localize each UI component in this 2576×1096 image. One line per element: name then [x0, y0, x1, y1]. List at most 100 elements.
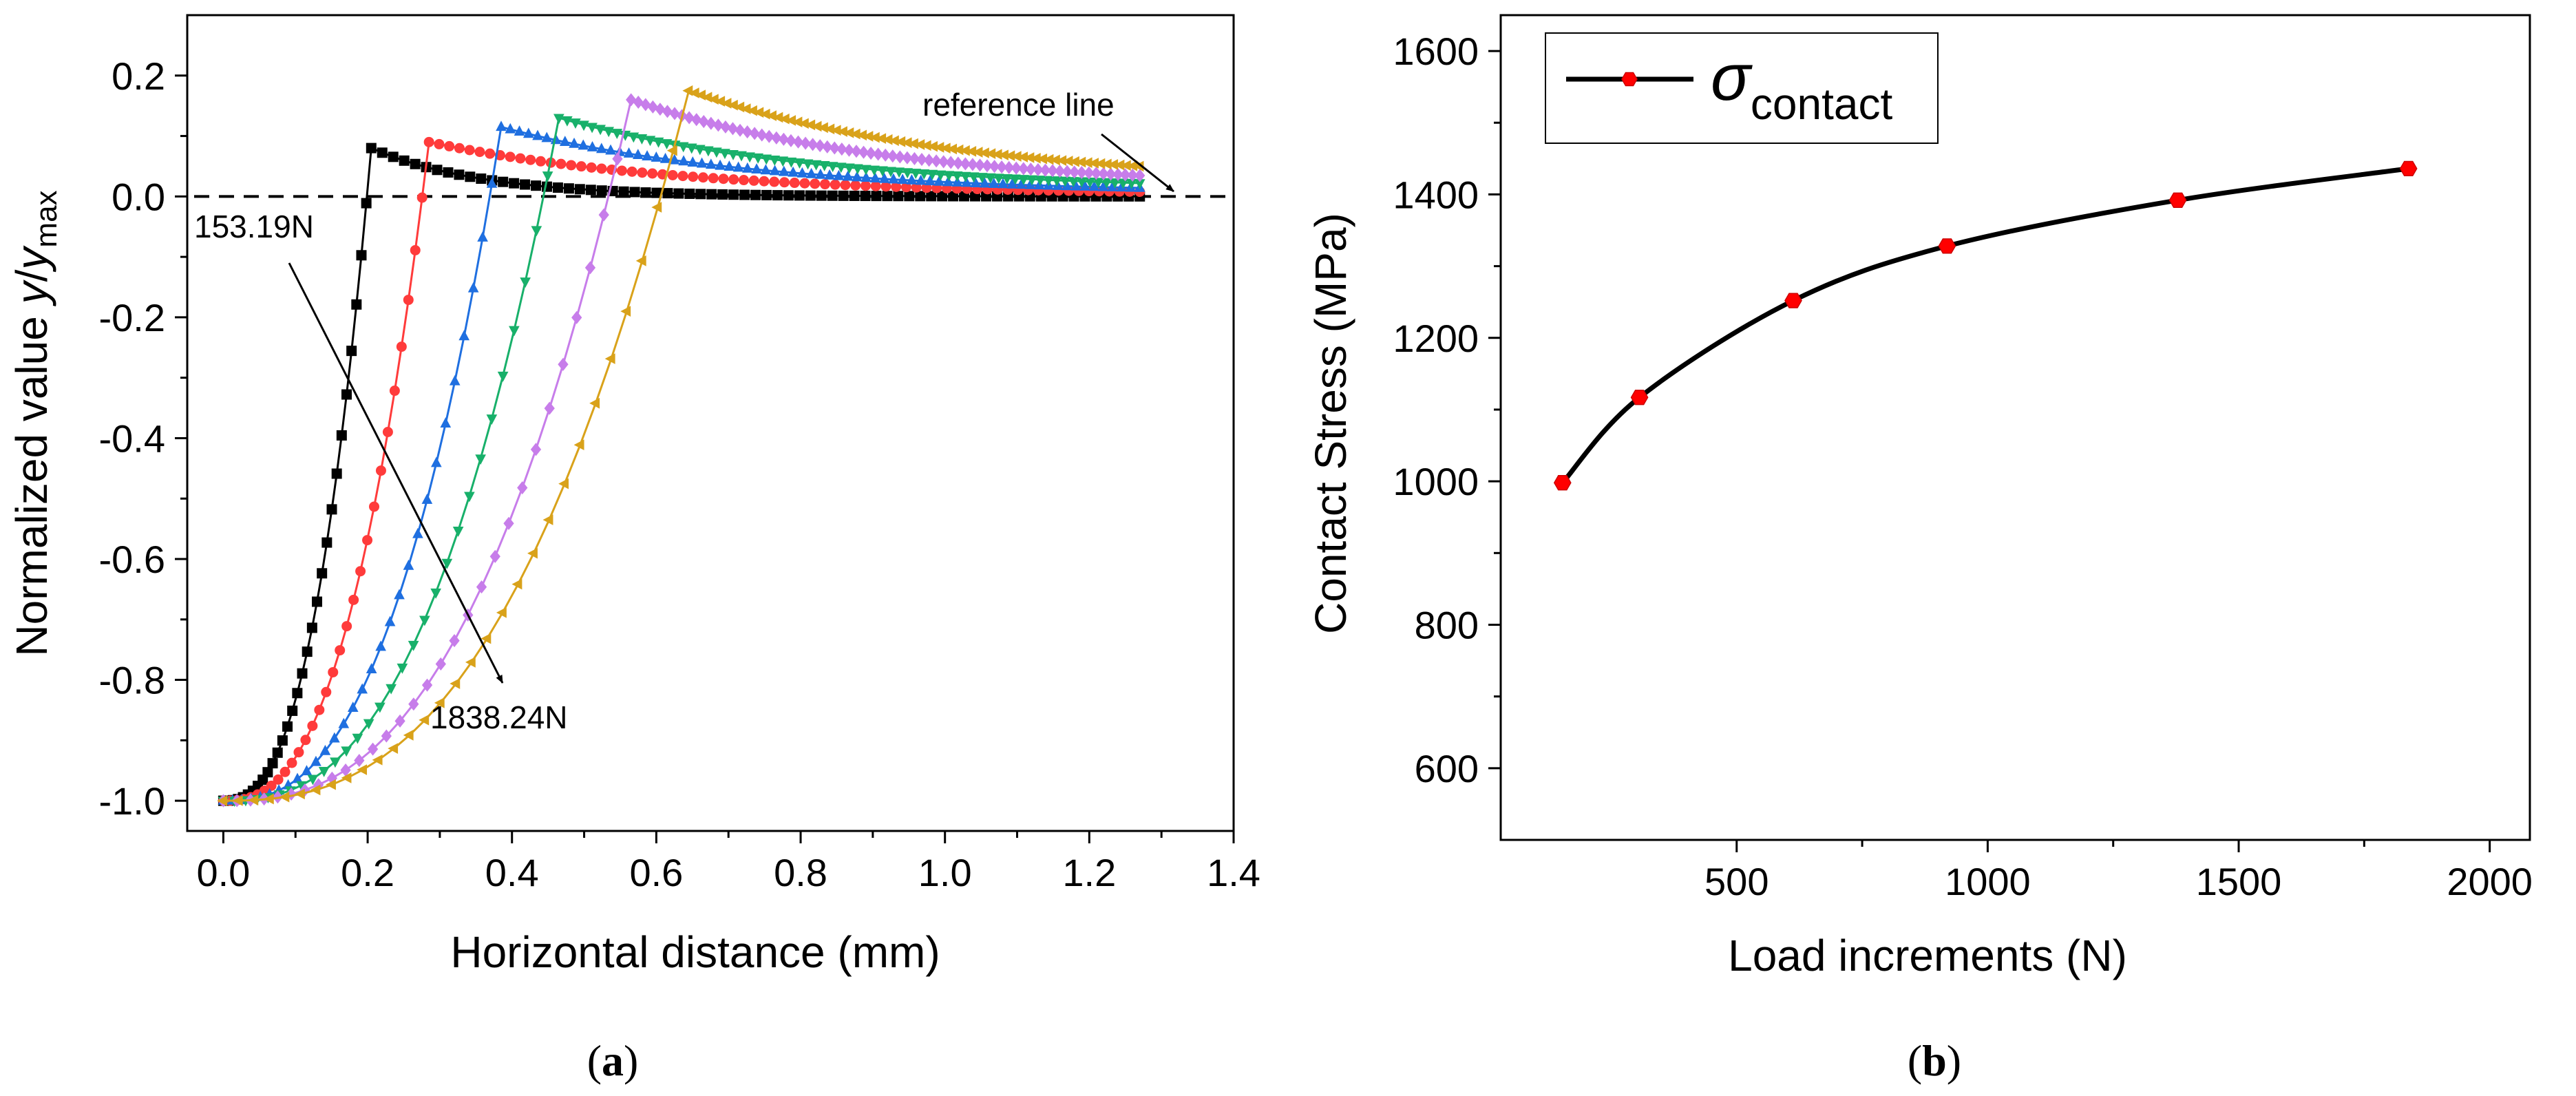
series-5-point — [989, 160, 1000, 173]
panel-a-x-tick-label: 0.6 — [629, 851, 683, 894]
series-1-point — [498, 176, 509, 187]
series-1-point — [346, 346, 357, 357]
series-2-point — [637, 167, 648, 178]
series-4-point — [374, 702, 386, 713]
series-5-point — [449, 634, 460, 648]
series-4-point — [542, 171, 553, 182]
series-5-point — [865, 147, 876, 160]
series-5-point — [800, 136, 811, 150]
series-1-point — [673, 188, 684, 199]
series-2-point — [335, 645, 346, 656]
series-2-point — [416, 192, 427, 203]
series-5-point — [354, 754, 365, 768]
panel-b-letter: b — [1922, 1036, 1947, 1085]
series-5-point — [996, 160, 1007, 174]
series-1-point — [563, 183, 574, 194]
legend-label: σcontact — [1711, 41, 1892, 129]
series-4-point — [835, 162, 847, 173]
contact-stress-point — [1630, 390, 1649, 405]
series-1-point — [640, 187, 651, 198]
series-2-point — [355, 566, 366, 577]
series-1-point — [321, 537, 332, 548]
series-2-point — [314, 704, 325, 715]
series-3-point — [779, 165, 790, 176]
series-5-point — [698, 114, 709, 129]
series-4-point — [497, 371, 509, 382]
series-5-point — [1018, 162, 1029, 176]
legend-subscript: contact — [1751, 79, 1893, 129]
series-3-point — [632, 149, 644, 160]
series-2-point — [759, 176, 770, 187]
series-1-point — [351, 299, 362, 310]
panel-b-y-tick-label: 1400 — [1393, 173, 1479, 216]
panel-b-y-tick-label: 1600 — [1393, 30, 1479, 73]
series-1-point — [882, 191, 893, 202]
series-5-point — [945, 156, 956, 169]
series-6-point — [263, 793, 274, 805]
panel-a-y-tick-label: 0.0 — [112, 175, 165, 218]
series-5-point — [953, 156, 964, 170]
series-3-point — [486, 177, 498, 188]
series-5-point — [807, 138, 819, 151]
panel-a-x-tick-label: 0.8 — [774, 851, 827, 894]
series-6-point — [635, 255, 646, 266]
series-5-point — [394, 714, 405, 728]
series-2-point — [266, 780, 277, 791]
series-5-point — [1098, 167, 1109, 180]
series-5-point — [584, 261, 596, 275]
series-6-point — [294, 788, 305, 800]
contact-stress-line — [1561, 166, 2409, 485]
series-6-point — [527, 547, 538, 559]
legend: σcontact — [1545, 32, 1939, 144]
series-2-point — [434, 138, 445, 149]
series-5-point — [727, 122, 739, 136]
series-2-point — [396, 341, 407, 352]
series-3-point — [815, 168, 826, 179]
series-6-point — [326, 779, 336, 790]
series-5-point — [763, 129, 774, 143]
y-title-var2: y — [7, 245, 56, 273]
series-1-point — [356, 250, 367, 261]
series-3-point — [642, 150, 653, 161]
series-5-point — [435, 657, 446, 671]
series-2-point — [273, 774, 284, 785]
series-1-point — [388, 151, 399, 162]
series-1-point — [750, 189, 761, 200]
series-4-point — [769, 155, 781, 166]
series-3-point — [514, 125, 525, 136]
series-5-point — [1047, 164, 1058, 178]
series-3-point — [1024, 178, 1036, 189]
series-4-point — [861, 165, 872, 176]
panel-a-y-axis-title: Normalized value y/ymax — [7, 190, 63, 656]
series-4-point — [902, 168, 914, 179]
series-6-point — [450, 678, 461, 689]
series-6-point — [341, 772, 352, 783]
series-line-4 — [223, 116, 1140, 802]
panel-b-x-tick-label: 1500 — [2196, 860, 2282, 903]
series-2-point — [911, 182, 922, 193]
series-4-point — [570, 118, 581, 129]
series-4-point — [341, 746, 352, 757]
series-2-point — [485, 148, 496, 159]
series-4-point — [960, 171, 971, 182]
series-1-point — [399, 155, 410, 166]
series-5-point — [909, 151, 920, 165]
series-3-point — [842, 170, 854, 181]
series-5-point — [792, 135, 804, 149]
series-2-point — [688, 171, 699, 182]
series-2-point — [850, 180, 861, 191]
series-1-point — [937, 191, 948, 202]
series-5-point — [1011, 161, 1022, 175]
series-5-point — [706, 116, 717, 130]
series-4-point — [711, 147, 722, 158]
series-3-point — [375, 640, 386, 651]
series-4-point — [736, 151, 747, 162]
series-3-point — [997, 178, 1009, 189]
series-3-point — [933, 175, 944, 186]
series-4-point — [1101, 178, 1112, 189]
series-1-point — [860, 191, 871, 202]
panel-b-y-axis-title: Contact Stress (MPa) — [1306, 213, 1355, 634]
panel-a-y-tick-label: -0.6 — [99, 538, 166, 581]
series-1-point — [509, 178, 520, 189]
series-2-point — [697, 172, 708, 183]
